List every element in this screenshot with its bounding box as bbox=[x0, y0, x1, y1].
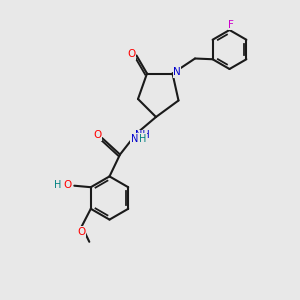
Text: H: H bbox=[54, 180, 62, 190]
Text: O: O bbox=[127, 49, 135, 59]
Text: F: F bbox=[228, 20, 234, 30]
Text: NH: NH bbox=[135, 130, 150, 140]
Text: O: O bbox=[78, 226, 86, 237]
Text: N: N bbox=[173, 67, 181, 77]
Text: O: O bbox=[93, 130, 102, 140]
Text: H: H bbox=[139, 134, 146, 144]
Text: N: N bbox=[131, 134, 138, 144]
Text: O: O bbox=[64, 180, 72, 190]
